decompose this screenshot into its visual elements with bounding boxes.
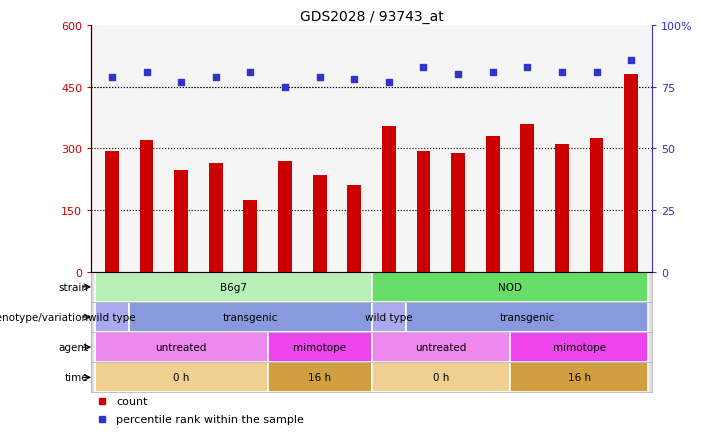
Bar	[347, 186, 361, 272]
Bar	[624, 75, 638, 272]
Bar	[555, 145, 569, 272]
Text: wild type: wild type	[365, 312, 413, 322]
Bar	[139, 141, 154, 272]
Point	[210, 74, 222, 81]
Point	[245, 69, 256, 76]
Text: time: time	[64, 372, 88, 382]
Bar	[95, 362, 268, 392]
Text: transgenic: transgenic	[500, 312, 555, 322]
Text: count: count	[116, 396, 148, 406]
Text: 0 h: 0 h	[433, 372, 449, 382]
Text: B6g7: B6g7	[219, 282, 247, 292]
Bar	[175, 171, 188, 272]
Point	[383, 79, 395, 86]
Text: NOD: NOD	[498, 282, 522, 292]
Point	[418, 64, 429, 71]
Point	[175, 79, 186, 86]
Bar	[95, 332, 268, 362]
Bar	[451, 153, 465, 272]
Bar	[416, 151, 430, 272]
Text: 16 h: 16 h	[568, 372, 591, 382]
Text: strain: strain	[58, 282, 88, 292]
Bar	[278, 161, 292, 272]
Bar	[372, 272, 648, 302]
Text: agent: agent	[58, 342, 88, 352]
Point	[522, 64, 533, 71]
Text: percentile rank within the sample: percentile rank within the sample	[116, 414, 304, 424]
Bar	[510, 332, 648, 362]
Point	[452, 72, 463, 79]
Bar	[372, 362, 510, 392]
Bar	[510, 362, 648, 392]
Bar	[95, 272, 372, 302]
Point	[280, 84, 291, 91]
Bar	[209, 164, 223, 272]
Bar	[268, 332, 372, 362]
Title: GDS2028 / 93743_at: GDS2028 / 93743_at	[299, 10, 444, 23]
Bar	[243, 201, 257, 272]
Text: 16 h: 16 h	[308, 372, 331, 382]
Bar	[406, 302, 648, 332]
Point	[625, 57, 637, 64]
Point	[591, 69, 602, 76]
Point	[348, 77, 360, 84]
Point	[487, 69, 498, 76]
Point	[107, 74, 118, 81]
Bar	[372, 332, 510, 362]
Bar	[590, 139, 604, 272]
Bar	[382, 127, 396, 272]
Bar	[95, 302, 129, 332]
Text: untreated: untreated	[156, 342, 207, 352]
Bar	[129, 302, 372, 332]
Text: transgenic: transgenic	[223, 312, 278, 322]
Point	[314, 74, 325, 81]
Bar	[372, 302, 406, 332]
Text: wild type: wild type	[88, 312, 136, 322]
Point	[557, 69, 568, 76]
Text: genotype/variation: genotype/variation	[0, 312, 88, 322]
Bar	[486, 137, 500, 272]
Text: mimotope: mimotope	[552, 342, 606, 352]
Text: untreated: untreated	[415, 342, 466, 352]
Bar	[520, 125, 534, 272]
Bar	[268, 362, 372, 392]
Text: 0 h: 0 h	[173, 372, 189, 382]
Point	[141, 69, 152, 76]
Text: mimotope: mimotope	[293, 342, 346, 352]
Bar	[105, 151, 119, 272]
Bar	[313, 176, 327, 272]
